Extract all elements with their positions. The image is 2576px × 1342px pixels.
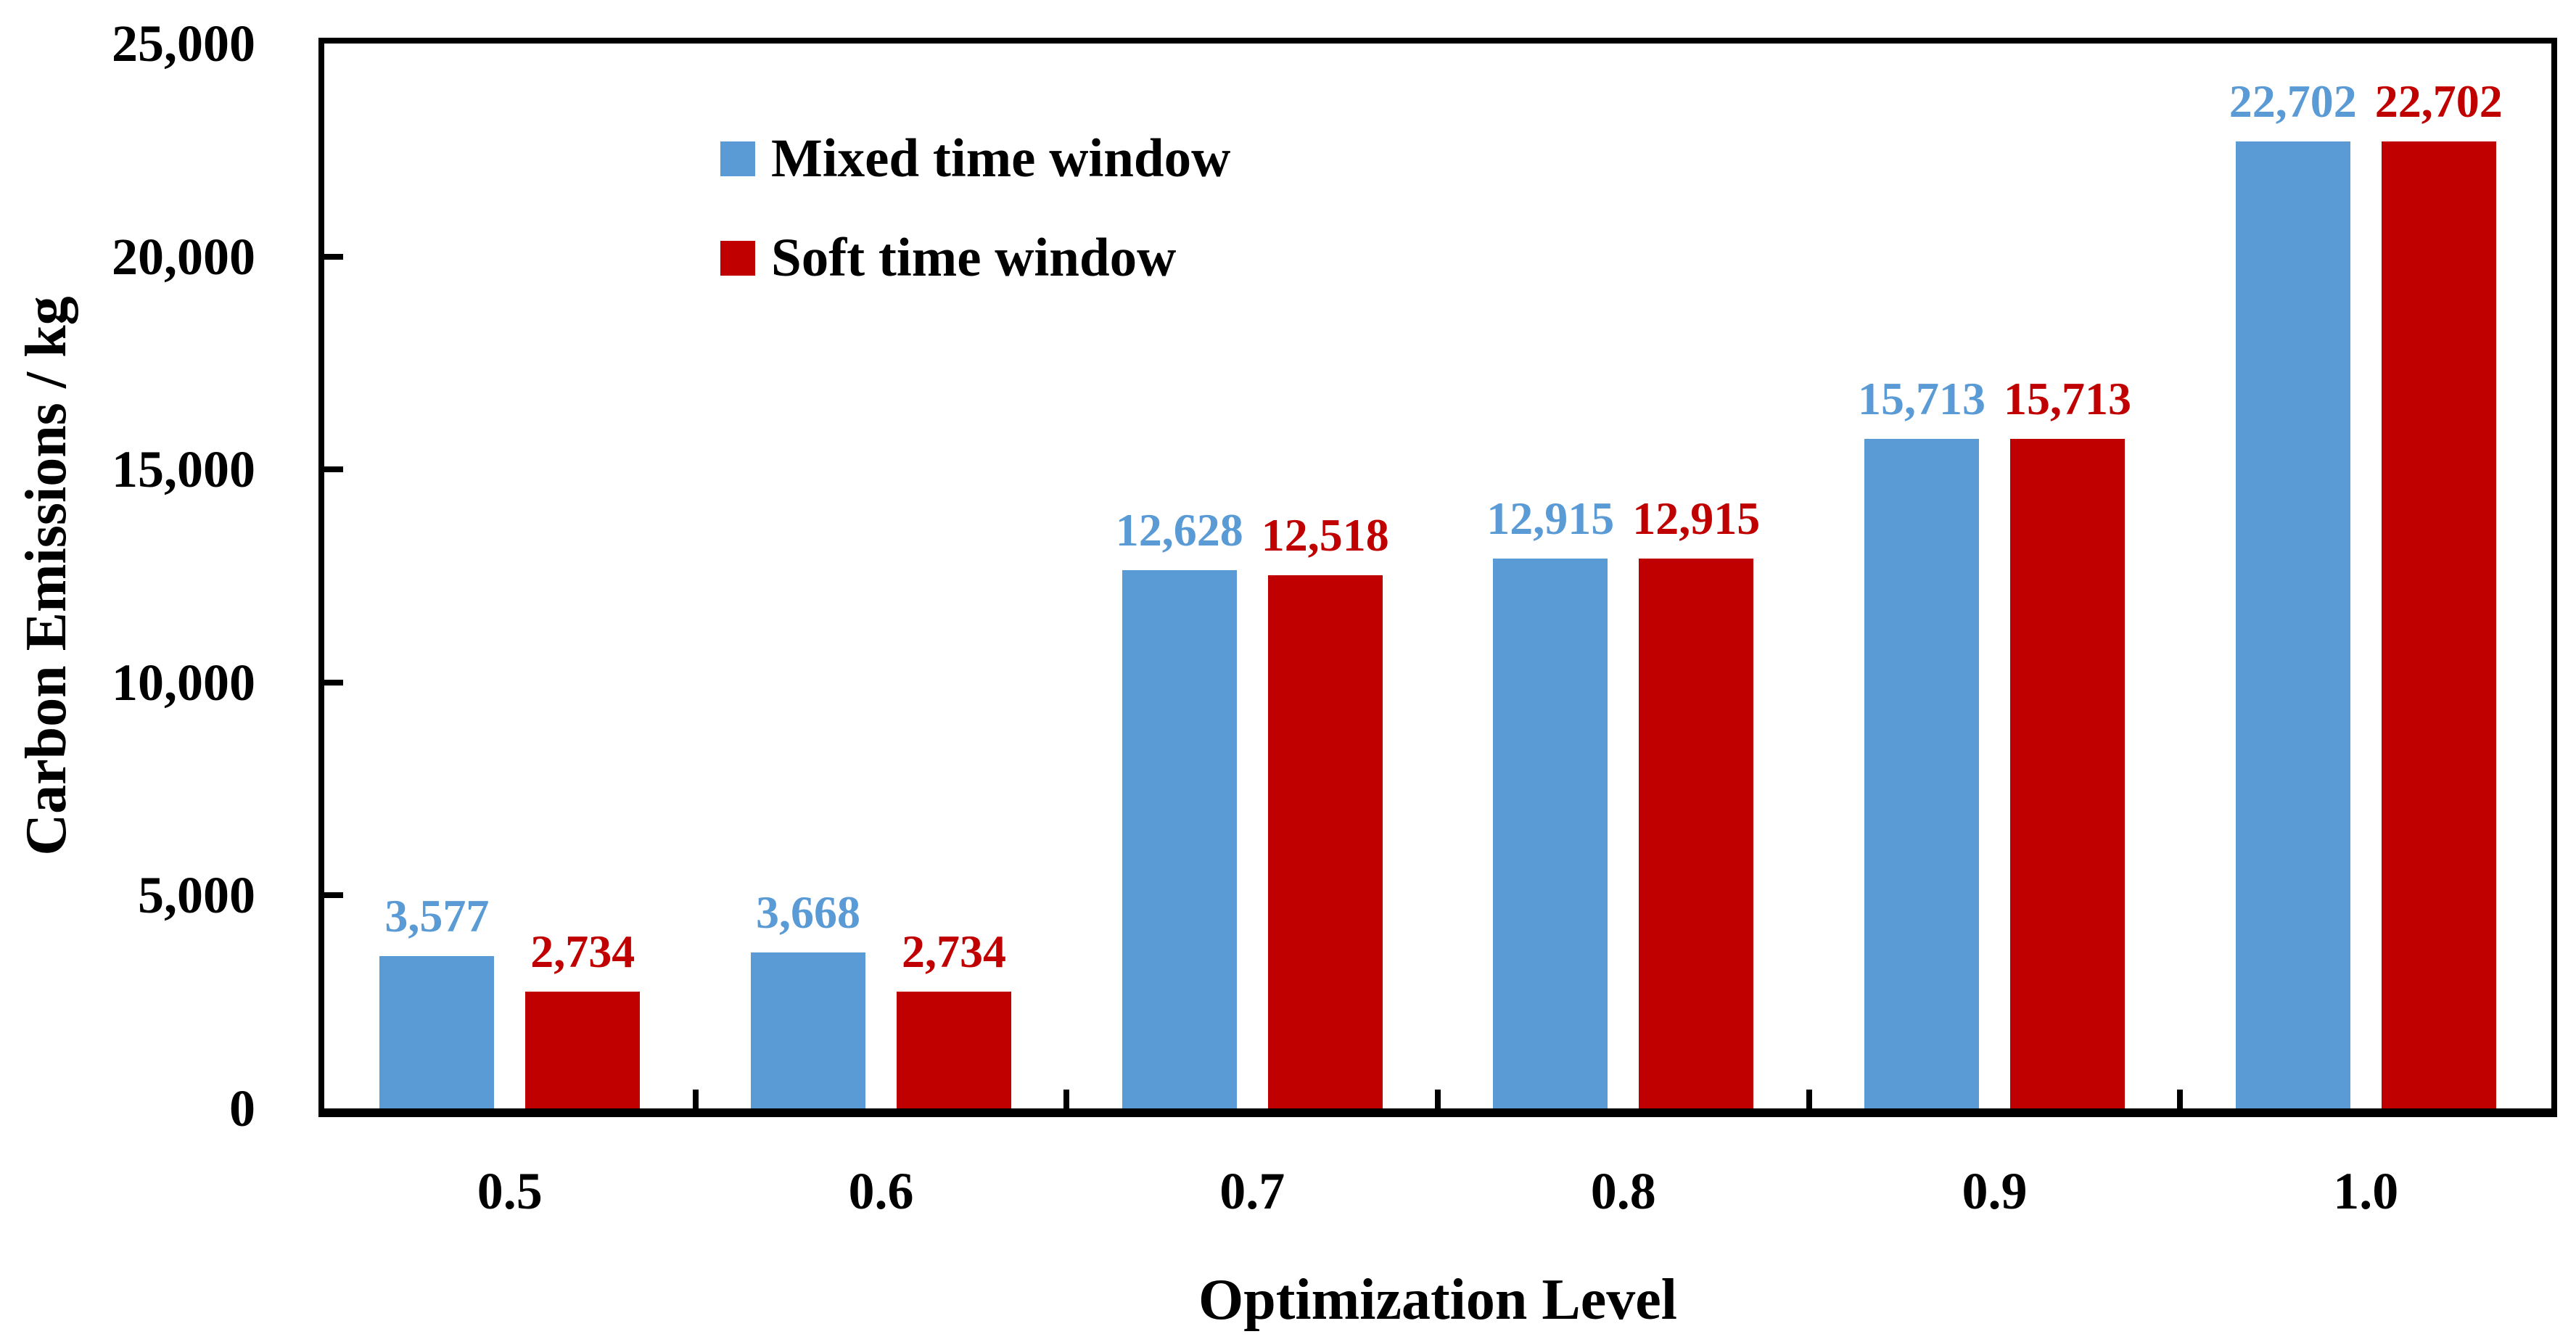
bar-soft-0.7 [1267, 575, 1383, 1108]
bar-soft-0.6 [897, 992, 1011, 1108]
bar-soft-0.5 [525, 992, 641, 1108]
bar-value-label-soft-0.9: 15,713 [2004, 373, 2131, 424]
bar-mixed-0.5 [379, 956, 495, 1108]
x-tick-label-1.0: 1.0 [2333, 1162, 2399, 1220]
y-tick-label-5000: 5,000 [138, 866, 255, 925]
y-axis-tick [324, 466, 343, 473]
legend-label: Soft time window [771, 228, 1177, 288]
bar-value-label-soft-0.5: 2,734 [530, 926, 635, 977]
x-axis-tick [692, 1090, 699, 1108]
x-axis-tick [1063, 1090, 1070, 1108]
legend-swatch-icon [720, 141, 755, 176]
bar-mixed-1.0 [2235, 141, 2350, 1108]
bar-mixed-0.9 [1864, 439, 1979, 1108]
bar-soft-1.0 [2381, 141, 2496, 1108]
y-tick-label-25000: 25,000 [112, 15, 255, 73]
y-axis-tick [324, 253, 343, 260]
y-tick-label-15000: 15,000 [112, 440, 255, 499]
plot-area: 3,577 2,734 3,668 2,734 12,628 12,518 12,915 12… [318, 38, 2557, 1117]
bar-value-label-mixed-0.8: 12,915 [1486, 493, 1615, 544]
y-tick-label-10000: 10,000 [112, 653, 255, 712]
legend-swatch-icon [720, 241, 755, 276]
bar-value-label-soft-0.6: 2,734 [902, 926, 1006, 977]
bar-soft-0.8 [1639, 559, 1754, 1108]
x-axis-tick [1435, 1090, 1441, 1108]
bar-value-label-mixed-0.7: 12,628 [1115, 504, 1243, 556]
x-tick-label-0.5: 0.5 [477, 1162, 543, 1220]
x-axis-tick [2177, 1090, 2184, 1108]
x-tick-label-0.8: 0.8 [1590, 1162, 1656, 1220]
legend-item-soft-time-window: Soft time window [720, 228, 1230, 288]
bar-value-label-soft-0.7: 12,518 [1261, 509, 1389, 561]
x-axis-title: Optimization Level [1198, 1268, 1677, 1332]
legend: Mixed time window Soft time window [720, 128, 1231, 334]
y-tick-label-0: 0 [229, 1079, 255, 1137]
bar-value-label-mixed-0.6: 3,668 [756, 886, 860, 938]
y-tick-label-20000: 20,000 [112, 227, 255, 286]
bar-value-label-soft-0.8: 12,915 [1632, 493, 1761, 544]
bar-value-label-soft-1.0: 22,702 [2374, 75, 2503, 127]
x-axis-tick [1806, 1090, 1812, 1108]
x-tick-label-0.7: 0.7 [1219, 1162, 1285, 1220]
legend-label: Mixed time window [771, 128, 1231, 189]
bar-value-label-mixed-0.9: 15,713 [1858, 373, 1986, 424]
legend-item-mixed-time-window: Mixed time window [720, 128, 1231, 189]
bar-value-label-mixed-1.0: 22,702 [2229, 75, 2357, 127]
bar-soft-0.9 [2010, 439, 2125, 1108]
bar-mixed-0.7 [1122, 570, 1237, 1108]
bar-value-label-mixed-0.5: 3,577 [384, 890, 490, 942]
x-tick-label-0.6: 0.6 [848, 1162, 914, 1220]
bar-mixed-0.6 [751, 952, 865, 1108]
x-tick-label-0.9: 0.9 [1962, 1162, 2028, 1220]
y-axis-tick [324, 892, 343, 899]
bar-mixed-0.8 [1493, 559, 1608, 1108]
y-axis-tick [324, 679, 343, 686]
